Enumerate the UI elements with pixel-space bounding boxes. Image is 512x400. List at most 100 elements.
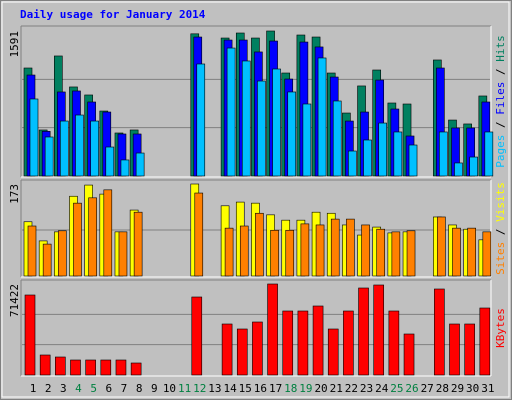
bar (120, 159, 130, 177)
bar (391, 231, 401, 277)
x-tick-label: 31 (481, 382, 494, 395)
bar (105, 146, 115, 177)
bar (330, 218, 340, 277)
bar (267, 283, 278, 376)
bar (346, 218, 355, 277)
bar (315, 224, 325, 277)
bar (373, 284, 385, 376)
bar (55, 356, 66, 376)
bar (348, 150, 357, 177)
bar (226, 47, 236, 177)
legend-separator: / (494, 62, 507, 82)
legend-separator: / (494, 222, 507, 242)
x-tick-label: 27 (421, 382, 434, 395)
bar (272, 68, 281, 177)
x-tick-label: 9 (151, 382, 158, 395)
bar (437, 216, 446, 277)
bar (85, 359, 96, 376)
x-tick-label: 7 (121, 382, 128, 395)
y-tick-label: 1591 (8, 31, 21, 58)
chart-title: Daily usage for January 2014 (20, 8, 206, 21)
bar (252, 321, 263, 376)
x-tick-label: 22 (345, 382, 358, 395)
bar (27, 225, 37, 277)
legend-entry: Files (494, 82, 507, 115)
x-tick-label: 20 (314, 382, 327, 395)
bar (194, 192, 204, 277)
bar (58, 230, 67, 277)
legend: KBytes (494, 308, 507, 348)
bar (464, 323, 475, 376)
x-tick-label: 3 (60, 382, 67, 395)
bar (241, 60, 251, 177)
bar (312, 305, 324, 376)
legend-separator: / (494, 115, 507, 135)
bar (361, 224, 370, 277)
legend-entry: Hits (494, 35, 507, 62)
bar (70, 359, 81, 376)
bar (363, 139, 372, 177)
bar (376, 228, 386, 277)
bar (270, 229, 279, 277)
bar (224, 227, 234, 277)
bar (469, 156, 478, 177)
y-tick-label: 173 (8, 184, 21, 204)
x-tick-label: 16 (254, 382, 267, 395)
x-tick-label: 1 (30, 382, 37, 395)
bar (90, 120, 99, 177)
bar (439, 131, 448, 177)
bar (257, 80, 266, 177)
bar (358, 287, 369, 376)
bar (39, 354, 51, 376)
bar (285, 229, 295, 277)
bar (135, 152, 145, 177)
bar (29, 98, 39, 177)
bar (317, 57, 327, 177)
x-tick-label: 21 (330, 382, 343, 395)
bar (343, 310, 354, 376)
bar (454, 162, 463, 177)
x-tick-label: 23 (360, 382, 373, 395)
bar (255, 212, 264, 277)
x-tick-label: 17 (269, 382, 282, 395)
bar (221, 323, 233, 376)
bar (191, 296, 203, 376)
bar (88, 197, 97, 277)
x-tick-label: 24 (375, 382, 389, 395)
bar (236, 328, 248, 376)
legend: Sites / Visits (494, 182, 507, 275)
bar (484, 131, 494, 177)
x-tick-label: 8 (136, 382, 143, 395)
bar (44, 136, 54, 177)
x-tick-label: 14 (223, 382, 237, 395)
bar (130, 362, 142, 376)
bar (100, 359, 112, 376)
x-tick-label: 29 (451, 382, 464, 395)
bar (434, 288, 445, 376)
bar (449, 323, 460, 376)
bar (393, 131, 403, 177)
legend-entry: KBytes (494, 308, 507, 348)
x-tick-label: 2 (45, 382, 52, 395)
bar (378, 122, 388, 177)
x-tick-label: 6 (105, 382, 112, 395)
x-tick-label: 10 (163, 382, 176, 395)
bar (196, 63, 206, 177)
x-tick-label: 26 (405, 382, 418, 395)
x-tick-label: 11 (178, 382, 191, 395)
x-tick-label: 19 (299, 382, 312, 395)
bar (239, 225, 249, 277)
x-tick-label: 12 (193, 382, 206, 395)
bar (282, 310, 294, 376)
bar (332, 100, 342, 177)
x-tick-label: 25 (390, 382, 403, 395)
x-tick-label: 18 (284, 382, 297, 395)
x-tick-label: 4 (75, 382, 82, 395)
bar (388, 310, 400, 376)
bar (300, 223, 310, 277)
bar (406, 230, 416, 277)
bar (408, 144, 418, 177)
bar (60, 120, 69, 177)
bar (479, 307, 491, 376)
